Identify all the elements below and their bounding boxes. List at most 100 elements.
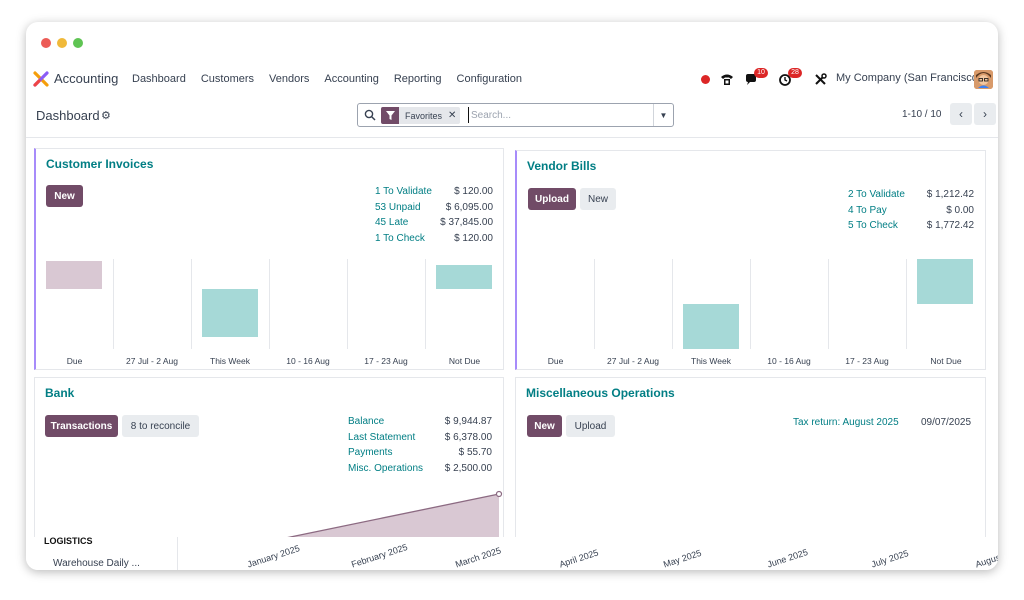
- stat-row: Misc. Operations $ 2,500.00: [348, 463, 492, 479]
- search-bar: Favorites ✕ ▼: [357, 103, 674, 127]
- upload-misc-button[interactable]: Upload: [566, 415, 615, 437]
- x-label: 27 Jul - 2 Aug: [126, 356, 178, 366]
- stat-value: $ 37,845.00: [440, 217, 493, 228]
- balance-line: [270, 493, 500, 541]
- chat-bubble-icon: [746, 74, 756, 85]
- main-menu: Dashboard Customers Vendors Accounting R…: [132, 73, 537, 85]
- bills-bar-chart: Due 27 Jul - 2 Aug This Week 10 - 16 Aug…: [517, 259, 986, 369]
- bank-card: Bank Transactions 8 to reconcile Balance…: [34, 377, 504, 542]
- sidebar-item-warehouse[interactable]: Warehouse Daily ...: [53, 558, 140, 569]
- card-title[interactable]: Customer Invoices: [46, 157, 154, 171]
- bar-not-due[interactable]: [917, 259, 973, 304]
- balance-point[interactable]: [495, 490, 503, 498]
- stat-label[interactable]: Last Statement: [348, 431, 416, 443]
- stat-row: 2 To Validate $ 1,212.42: [848, 189, 974, 205]
- x-label: Not Due: [930, 356, 962, 366]
- sidebar-divider: [177, 537, 178, 570]
- activities-badge: 28: [788, 68, 802, 78]
- invoice-stats: 1 To Validate $ 120.00 53 Unpaid $ 6,095.0…: [375, 186, 493, 248]
- x-label: 27 Jul - 2 Aug: [607, 356, 659, 366]
- transactions-button[interactable]: Transactions: [45, 415, 118, 437]
- stat-label[interactable]: 5 To Check: [848, 220, 898, 231]
- stat-label[interactable]: Payments: [348, 447, 393, 458]
- maximize-window-button[interactable]: [73, 38, 83, 48]
- stat-label[interactable]: Misc. Operations: [348, 462, 424, 474]
- bar-due[interactable]: [46, 261, 102, 289]
- window-titlebar: [26, 22, 998, 62]
- menu-accounting[interactable]: Accounting: [324, 73, 379, 85]
- chart-gridline: [594, 259, 595, 349]
- chart-gridline: [828, 259, 829, 349]
- top-navbar: Accounting Dashboard Customers Vendors A…: [26, 66, 998, 94]
- menu-customers[interactable]: Customers: [200, 73, 255, 85]
- stat-row: 1 To Validate $ 120.00: [375, 186, 493, 202]
- phone-icon[interactable]: [720, 72, 734, 86]
- chart-gridline: [750, 259, 751, 349]
- close-window-button[interactable]: [41, 38, 51, 48]
- minimize-window-button[interactable]: [57, 38, 67, 48]
- odoo-app-icon[interactable]: [33, 71, 49, 87]
- menu-reporting[interactable]: Reporting: [393, 73, 442, 85]
- company-switcher[interactable]: My Company (San Francisco): [836, 72, 982, 84]
- x-label: 17 - 23 Aug: [845, 356, 889, 366]
- breadcrumb: Dashboard: [36, 108, 100, 123]
- remove-facet-icon[interactable]: ✕: [448, 110, 457, 121]
- stat-value: $ 1,212.42: [926, 189, 974, 200]
- stat-value: $ 2,500.00: [444, 462, 492, 474]
- new-bill-button[interactable]: New: [580, 188, 616, 210]
- tax-return-link[interactable]: Tax return: August 2025: [793, 417, 899, 428]
- search-icon[interactable]: [364, 109, 376, 121]
- app-window: Accounting Dashboard Customers Vendors A…: [26, 22, 998, 570]
- background-dashboard-strip: [26, 537, 998, 570]
- pager-value[interactable]: 1-10 / 10: [902, 109, 942, 120]
- search-input[interactable]: [468, 107, 648, 123]
- card-title[interactable]: Vendor Bills: [527, 159, 597, 173]
- stat-label[interactable]: 4 To Pay: [848, 204, 887, 216]
- pager-previous-button[interactable]: ‹: [950, 103, 972, 125]
- stat-label[interactable]: 53 Unpaid: [375, 201, 421, 213]
- tools-icon[interactable]: [814, 73, 827, 86]
- menu-vendors[interactable]: Vendors: [269, 73, 310, 85]
- menu-configuration[interactable]: Configuration: [456, 73, 522, 85]
- card-title[interactable]: Bank: [45, 386, 75, 400]
- chart-gridline: [425, 259, 426, 349]
- clock-icon: [779, 74, 791, 86]
- stat-row: Balance $ 9,944.87: [348, 416, 492, 432]
- bar-this-week[interactable]: [683, 304, 739, 349]
- gear-icon[interactable]: ⚙: [101, 110, 111, 122]
- vendor-bills-card: Vendor Bills Upload New 2 To Validate $ 1…: [515, 150, 986, 370]
- stat-label[interactable]: 1 To Check: [375, 232, 425, 244]
- bank-stats: Balance $ 9,944.87 Last Statement $ 6,378.…: [348, 416, 492, 478]
- customer-invoices-card: Customer Invoices New 1 To Validate $ 120…: [34, 148, 504, 370]
- x-label: This Week: [210, 356, 250, 366]
- activities-icon[interactable]: 28: [779, 68, 802, 87]
- stat-label[interactable]: 45 Late: [375, 217, 409, 228]
- x-label: 17 - 23 Aug: [364, 356, 408, 366]
- stat-value: $ 120.00: [454, 186, 493, 197]
- stat-label[interactable]: Balance: [348, 416, 385, 427]
- messages-badge: 10: [754, 68, 768, 78]
- stat-row: Last Statement $ 6,378.00: [348, 432, 492, 448]
- recording-indicator-icon[interactable]: [701, 75, 710, 84]
- upload-bill-button[interactable]: Upload: [528, 188, 576, 210]
- reconcile-button[interactable]: 8 to reconcile: [122, 415, 199, 437]
- menu-dashboard[interactable]: Dashboard: [132, 73, 186, 85]
- chart-gridline: [191, 259, 192, 349]
- chart-gridline: [113, 259, 114, 349]
- pager-next-button[interactable]: ›: [974, 103, 996, 125]
- app-name[interactable]: Accounting: [54, 71, 119, 86]
- card-title[interactable]: Miscellaneous Operations: [526, 386, 675, 400]
- filter-icon: [381, 107, 399, 124]
- stat-row: Payments $ 55.70: [348, 447, 492, 463]
- invoices-bar-chart: Due 27 Jul - 2 Aug This Week 10 - 16 Aug…: [36, 259, 504, 369]
- new-misc-button[interactable]: New: [527, 415, 562, 437]
- new-invoice-button[interactable]: New: [46, 185, 83, 207]
- chart-gridline: [269, 259, 270, 349]
- stat-label[interactable]: 1 To Validate: [375, 186, 432, 197]
- bar-not-due[interactable]: [436, 265, 492, 289]
- search-options-toggle-icon[interactable]: ▼: [653, 104, 673, 126]
- bar-this-week[interactable]: [202, 289, 258, 337]
- user-avatar[interactable]: [974, 70, 993, 89]
- stat-label[interactable]: 2 To Validate: [848, 189, 905, 200]
- messages-icon[interactable]: 10: [745, 68, 768, 87]
